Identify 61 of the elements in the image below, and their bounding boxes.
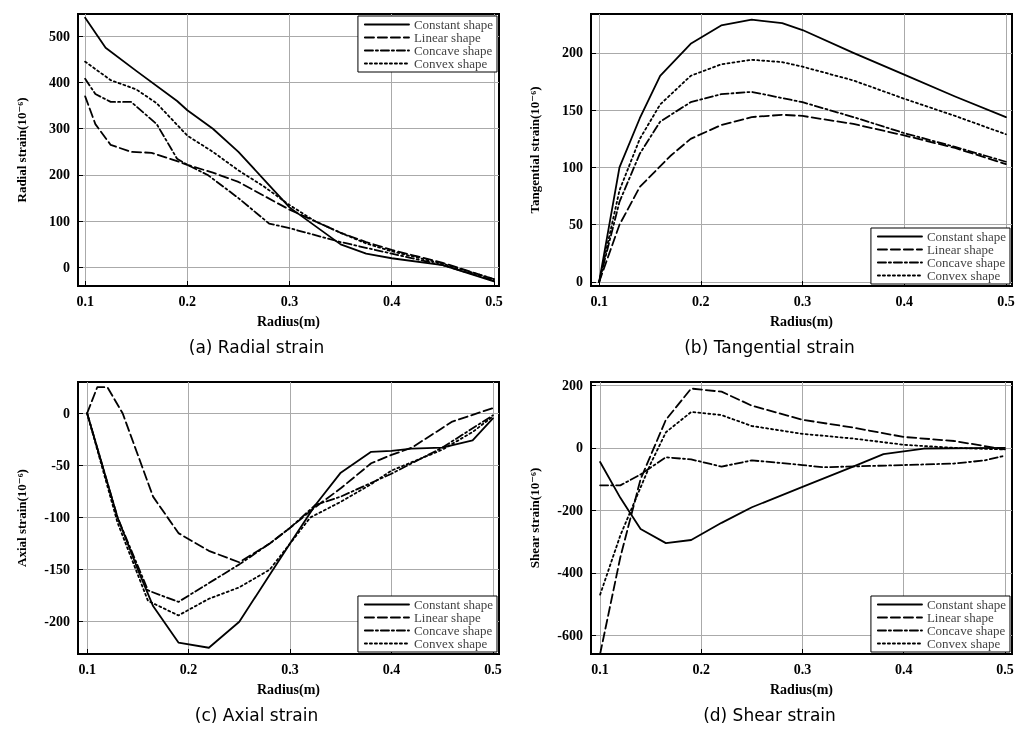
legend-label: Constant shape — [413, 597, 494, 612]
y-tick-label: 300 — [49, 121, 70, 137]
y-tick-label: 200 — [562, 45, 583, 61]
legend-label: Linear shape — [926, 242, 994, 257]
x-axis-title: Radius(m) — [769, 313, 834, 330]
y-tick-label: 0 — [63, 260, 70, 275]
x-tick-label: 0.4 — [895, 293, 913, 309]
legend-label: Linear shape — [413, 610, 481, 625]
x-tick-label: 0.1 — [591, 661, 609, 677]
x-tick-label: 0.1 — [78, 661, 96, 677]
x-tick-label: 0.3 — [281, 661, 299, 677]
legend-label: Constant shape — [926, 229, 1007, 244]
y-tick-label: 0 — [63, 405, 70, 421]
legend-label: Constant shape — [413, 17, 494, 32]
y-axis-title: Tangential strain(10⁻⁶) — [527, 86, 542, 214]
x-tick-label: 0.4 — [382, 661, 401, 677]
x-tick-label: 0.1 — [76, 293, 94, 309]
y-tick-label: -150 — [44, 562, 70, 578]
y-axis-title: Axial strain(10⁻⁶) — [14, 469, 29, 567]
text: (b) Tangential strain — [684, 336, 855, 357]
y-tick-label: 200 — [562, 377, 583, 393]
y-tick-label: 0 — [576, 274, 583, 290]
x-tick-label: 0.3 — [793, 293, 812, 309]
x-tick-label: 0.5 — [484, 661, 502, 677]
y-tick-label: -50 — [51, 457, 70, 473]
legend-label: Constant shape — [926, 597, 1007, 612]
y-tick-label: 200 — [49, 167, 70, 183]
x-tick-label: 0.5 — [997, 293, 1015, 309]
x-tick-label: 0.4 — [382, 293, 401, 309]
x-tick-label: 0.1 — [590, 293, 608, 309]
y-axis-title: Shear strain(10⁻⁶) — [527, 467, 542, 569]
y-tick-label: 100 — [562, 159, 583, 175]
x-tick-label: 0.2 — [692, 661, 711, 677]
text: (a) Radial strain — [188, 336, 325, 357]
x-tick-label: 0.3 — [793, 661, 812, 677]
y-tick-label: 500 — [49, 28, 70, 44]
y-tick-label: -400 — [557, 565, 583, 581]
x-tick-label: 0.2 — [178, 293, 197, 309]
y-tick-label: 150 — [562, 102, 583, 118]
y-tick-label: 400 — [49, 74, 70, 90]
text: (d) Shear strain — [703, 704, 836, 725]
x-tick-label: 0.3 — [280, 293, 299, 309]
x-tick-label: 0.5 — [485, 293, 503, 309]
text: (c) Axial strain — [194, 704, 319, 725]
y-tick-label: 50 — [569, 217, 583, 233]
legend-label: Linear shape — [926, 610, 994, 625]
x-axis-title: Radius(m) — [769, 681, 834, 698]
y-tick-label: 100 — [49, 213, 70, 229]
y-axis-title: Radial strain(10⁻⁶) — [14, 97, 29, 203]
x-axis-title: Radius(m) — [256, 681, 321, 698]
x-tick-label: 0.2 — [179, 661, 198, 677]
y-tick-label: -100 — [44, 509, 70, 525]
legend-label: Linear shape — [413, 30, 481, 45]
x-tick-label: 0.4 — [894, 661, 913, 677]
y-tick-label: -200 — [44, 614, 70, 630]
y-tick-label: -200 — [557, 502, 583, 518]
y-tick-label: 0 — [576, 440, 583, 456]
x-tick-label: 0.5 — [996, 661, 1014, 677]
x-tick-label: 0.2 — [692, 293, 710, 309]
x-axis-title: Radius(m) — [256, 313, 321, 330]
y-tick-label: -600 — [557, 627, 583, 643]
